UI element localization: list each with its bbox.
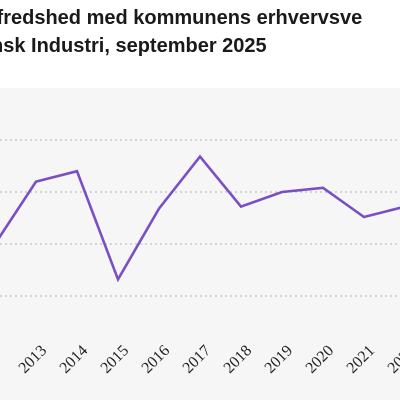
x-tick-label-2016: 2016 (139, 342, 174, 377)
x-tick-label-2019: 2019 (262, 342, 297, 377)
chart-title-line-2: nsk Industri, september 2025 (0, 35, 267, 57)
x-tick-label-2021: 2021 (344, 342, 379, 377)
x-tick-label-2014: 2014 (57, 342, 92, 377)
chart-title: lfredshed med kommunens erhvervsve nsk I… (0, 4, 400, 60)
series-line (0, 154, 400, 283)
x-tick-label-2013: 2013 (16, 342, 51, 377)
x-tick-label-2022: 2022 (385, 342, 400, 377)
chart-title-line-1: lfredshed med kommunens erhvervsve (0, 7, 363, 29)
x-tick-label-2018: 2018 (221, 342, 256, 377)
x-tick-label-2017: 2017 (180, 342, 215, 377)
x-tick-label-2015: 2015 (98, 342, 133, 377)
x-tick-label-2020: 2020 (303, 342, 338, 377)
